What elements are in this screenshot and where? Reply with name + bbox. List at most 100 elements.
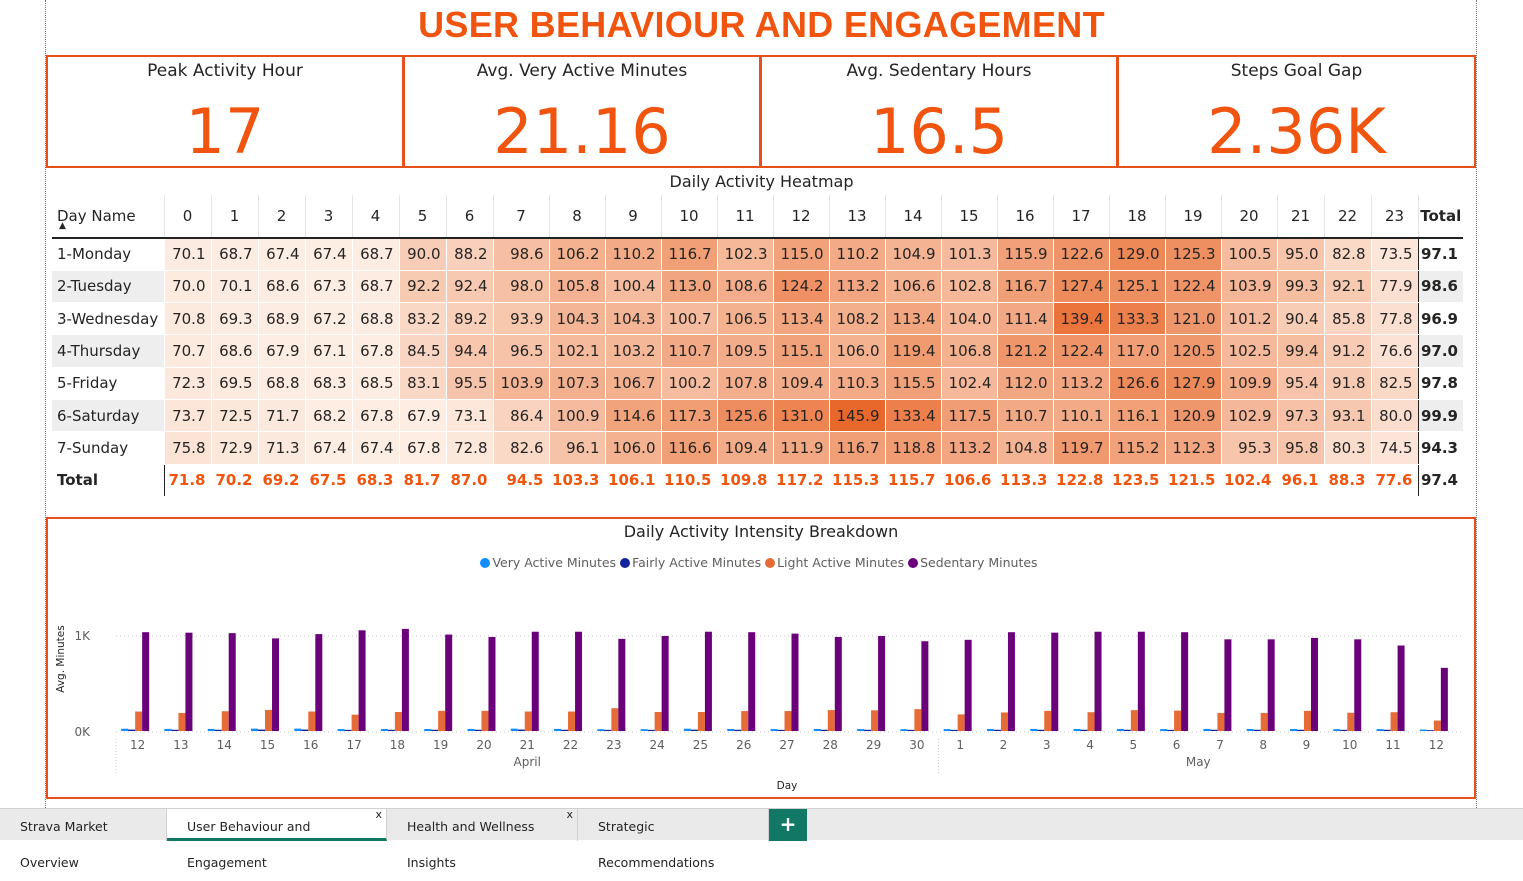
bar-fairly-active-minutes[interactable] bbox=[258, 729, 266, 731]
close-tab-icon[interactable]: x bbox=[375, 808, 382, 821]
bar-fairly-active-minutes[interactable] bbox=[171, 729, 179, 731]
heatmap-cell[interactable]: 75.8 bbox=[163, 431, 211, 465]
column-header-hour[interactable]: 8 bbox=[548, 195, 605, 239]
heatmap-cell[interactable]: 68.6 bbox=[210, 334, 258, 368]
legend-item[interactable]: Light Active Minutes bbox=[765, 555, 904, 570]
heatmap-cell[interactable]: 129.0 bbox=[1108, 238, 1165, 271]
row-total-cell[interactable]: 99.9 bbox=[1417, 399, 1463, 433]
heatmap-cell[interactable]: 102.1 bbox=[548, 334, 605, 368]
heatmap-cell[interactable]: 116.7 bbox=[828, 431, 885, 465]
bar-light-active-minutes[interactable] bbox=[1260, 712, 1268, 731]
bar-fairly-active-minutes[interactable] bbox=[647, 729, 655, 731]
heatmap-cell[interactable]: 105.8 bbox=[548, 270, 605, 304]
grand-total-cell[interactable]: 97.4 bbox=[1417, 463, 1463, 497]
heatmap-cell[interactable]: 126.6 bbox=[1108, 367, 1165, 400]
bar-very-active-minutes[interactable] bbox=[467, 728, 475, 731]
bar-very-active-minutes[interactable] bbox=[1376, 729, 1384, 731]
bar-sedentary-minutes[interactable] bbox=[1007, 632, 1015, 731]
bar-sedentary-minutes[interactable] bbox=[1267, 639, 1275, 731]
heatmap-cell[interactable]: 71.7 bbox=[257, 399, 305, 433]
heatmap-cell[interactable]: 93.1 bbox=[1323, 399, 1371, 433]
bar-sedentary-minutes[interactable] bbox=[401, 628, 409, 731]
heatmap-cell[interactable]: 68.7 bbox=[210, 238, 258, 271]
bar-sedentary-minutes[interactable] bbox=[618, 638, 626, 731]
bar-very-active-minutes[interactable] bbox=[1160, 729, 1168, 731]
heatmap-cell[interactable]: 82.5 bbox=[1370, 367, 1418, 400]
heatmap-cell[interactable]: 113.2 bbox=[1052, 367, 1109, 400]
add-page-button[interactable]: + bbox=[769, 809, 807, 841]
heatmap-cell[interactable]: 67.8 bbox=[351, 399, 399, 433]
heatmap-cell[interactable]: 100.5 bbox=[1220, 238, 1277, 271]
column-total-cell[interactable]: 123.5 bbox=[1108, 463, 1165, 497]
heatmap-cell[interactable]: 67.8 bbox=[351, 334, 399, 368]
heatmap-cell[interactable]: 109.5 bbox=[716, 334, 773, 368]
bar-very-active-minutes[interactable] bbox=[1030, 729, 1038, 731]
heatmap-cell[interactable]: 115.1 bbox=[772, 334, 829, 368]
bar-light-active-minutes[interactable] bbox=[308, 711, 316, 731]
bar-sedentary-minutes[interactable] bbox=[1397, 645, 1405, 732]
bar-light-active-minutes[interactable] bbox=[784, 711, 792, 731]
heatmap-cell[interactable]: 99.4 bbox=[1276, 334, 1324, 368]
bar-very-active-minutes[interactable] bbox=[1246, 729, 1254, 731]
heatmap-cell[interactable]: 131.0 bbox=[772, 399, 829, 433]
heatmap-cell[interactable]: 109.9 bbox=[1220, 367, 1277, 400]
heatmap-cell[interactable]: 86.4 bbox=[492, 399, 549, 433]
heatmap-cell[interactable]: 94.4 bbox=[445, 334, 493, 368]
heatmap-cell[interactable]: 77.8 bbox=[1370, 302, 1418, 336]
heatmap-cell[interactable]: 85.8 bbox=[1323, 302, 1371, 336]
bar-light-active-minutes[interactable] bbox=[481, 710, 489, 731]
bar-very-active-minutes[interactable] bbox=[380, 729, 388, 731]
legend-item[interactable]: Sedentary Minutes bbox=[908, 555, 1038, 570]
row-total-cell[interactable]: 96.9 bbox=[1417, 302, 1463, 336]
heatmap-cell[interactable]: 100.2 bbox=[660, 367, 717, 400]
heatmap-cell[interactable]: 110.7 bbox=[660, 334, 717, 368]
heatmap-cell[interactable]: 114.6 bbox=[604, 399, 661, 433]
heatmap-cell[interactable]: 104.3 bbox=[604, 302, 661, 336]
bar-light-active-minutes[interactable] bbox=[351, 714, 359, 731]
heatmap-cell[interactable]: 67.4 bbox=[304, 431, 352, 465]
bar-sedentary-minutes[interactable] bbox=[1310, 637, 1318, 731]
row-label-day[interactable]: 4-Thursday bbox=[52, 334, 164, 368]
column-total-cell[interactable]: 122.8 bbox=[1052, 463, 1109, 497]
legend-item[interactable]: Very Active Minutes bbox=[480, 555, 616, 570]
heatmap-cell[interactable]: 145.9 bbox=[828, 399, 885, 433]
bar-sedentary-minutes[interactable] bbox=[358, 630, 366, 731]
column-header-hour[interactable]: 10 bbox=[660, 195, 717, 239]
heatmap-cell[interactable]: 122.6 bbox=[1052, 238, 1109, 271]
bar-very-active-minutes[interactable] bbox=[727, 729, 735, 731]
heatmap-cell[interactable]: 115.5 bbox=[884, 367, 941, 400]
heatmap-cell[interactable]: 122.4 bbox=[1052, 334, 1109, 368]
heatmap-cell[interactable]: 98.6 bbox=[492, 238, 549, 271]
column-total-cell[interactable]: 77.6 bbox=[1370, 463, 1418, 497]
bar-fairly-active-minutes[interactable] bbox=[1426, 730, 1434, 731]
heatmap-cell[interactable]: 92.4 bbox=[445, 270, 493, 304]
column-total-cell[interactable]: 96.1 bbox=[1276, 463, 1324, 497]
bar-fairly-active-minutes[interactable] bbox=[820, 729, 828, 731]
heatmap-cell[interactable]: 70.1 bbox=[210, 270, 258, 304]
bar-light-active-minutes[interactable] bbox=[438, 710, 446, 731]
bar-fairly-active-minutes[interactable] bbox=[604, 729, 612, 731]
bar-sedentary-minutes[interactable] bbox=[185, 632, 193, 731]
bar-sedentary-minutes[interactable] bbox=[228, 633, 236, 731]
column-total-cell[interactable]: 109.8 bbox=[716, 463, 773, 497]
heatmap-cell[interactable]: 125.1 bbox=[1108, 270, 1165, 304]
bar-fairly-active-minutes[interactable] bbox=[1037, 729, 1045, 731]
bar-light-active-minutes[interactable] bbox=[1174, 710, 1182, 731]
bar-sedentary-minutes[interactable] bbox=[488, 636, 496, 731]
kpi-card-peak-activity-hour[interactable]: Peak Activity Hour 17 bbox=[46, 55, 404, 168]
bar-light-active-minutes[interactable] bbox=[741, 711, 749, 731]
bar-sedentary-minutes[interactable] bbox=[272, 638, 280, 731]
bar-sedentary-minutes[interactable] bbox=[1440, 667, 1448, 731]
page-tab[interactable]: Health and Wellness Insights x bbox=[387, 808, 578, 870]
bar-light-active-minutes[interactable] bbox=[1433, 720, 1441, 731]
row-label-day[interactable]: 3-Wednesday bbox=[52, 302, 164, 336]
heatmap-cell[interactable]: 68.8 bbox=[351, 302, 399, 336]
heatmap-cell[interactable]: 113.2 bbox=[940, 431, 997, 465]
bar-very-active-minutes[interactable] bbox=[900, 729, 908, 731]
column-header-total[interactable]: Total bbox=[1417, 195, 1463, 239]
heatmap-cell[interactable]: 67.4 bbox=[257, 238, 305, 271]
column-header-hour[interactable]: 14 bbox=[884, 195, 941, 239]
heatmap-cell[interactable]: 101.3 bbox=[940, 238, 997, 271]
heatmap-cell[interactable]: 115.2 bbox=[1108, 431, 1165, 465]
bar-light-active-minutes[interactable] bbox=[697, 712, 705, 731]
